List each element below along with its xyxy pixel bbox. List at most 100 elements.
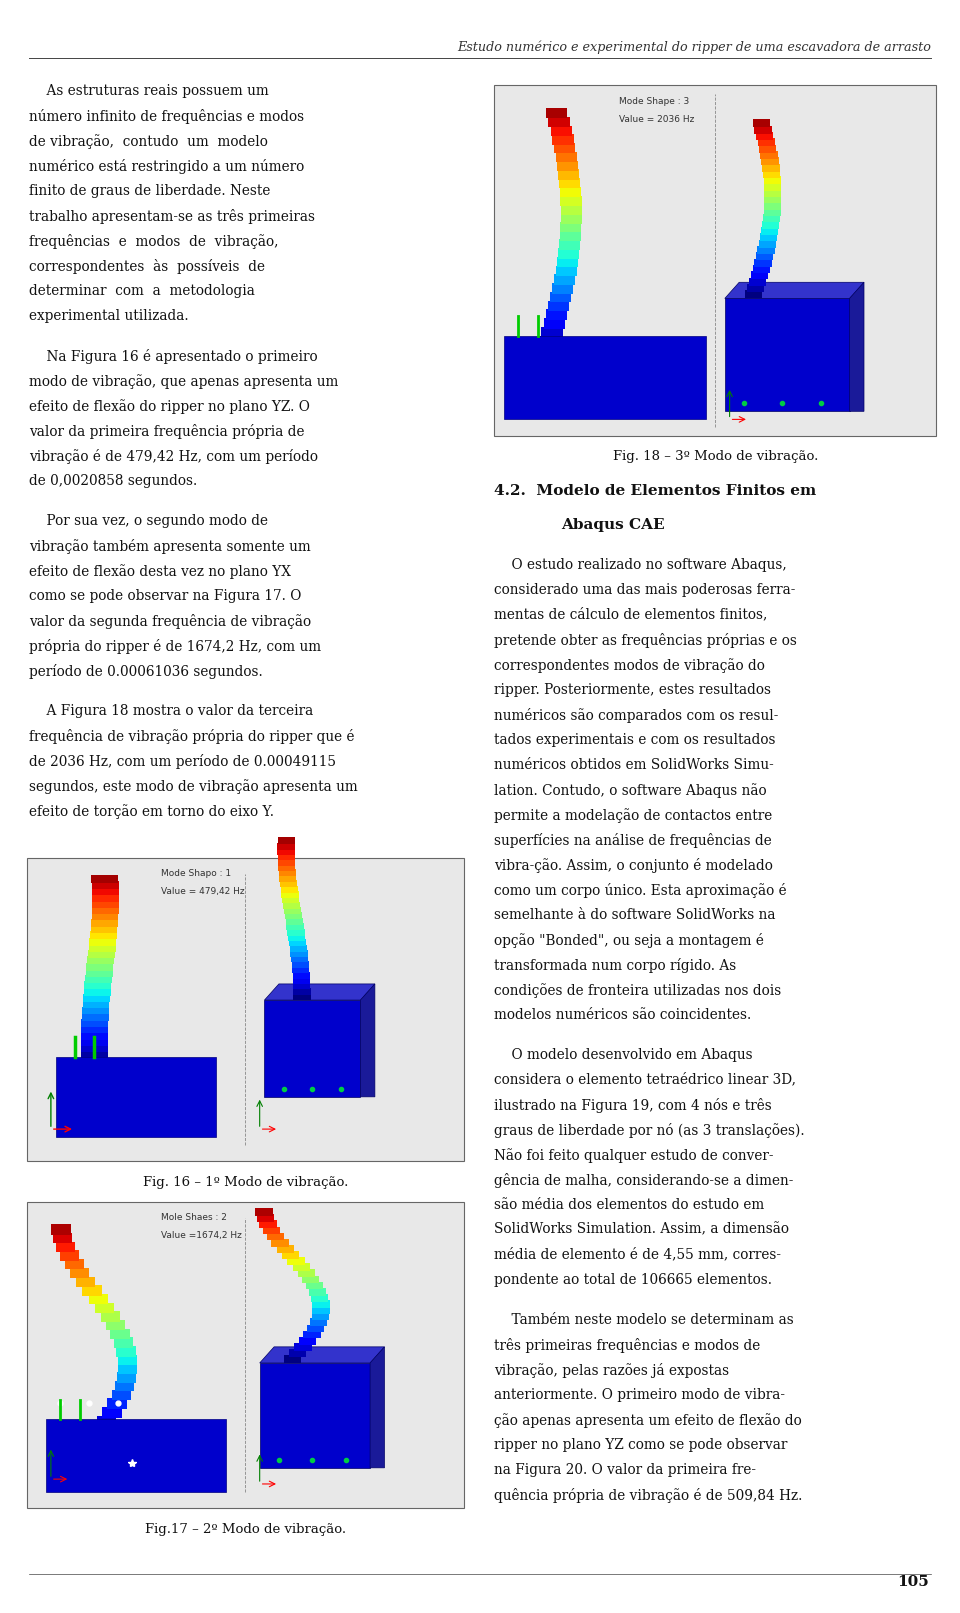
Bar [306, 1282, 324, 1289]
Text: Value =1674,2 Hz: Value =1674,2 Hz [161, 1231, 242, 1240]
Text: modo de vibração, que apenas apresenta um: modo de vibração, que apenas apresenta u… [29, 374, 338, 389]
Text: correspondentes  às  possíveis  de: correspondentes às possíveis de [29, 258, 265, 274]
Bar [763, 176, 780, 184]
Text: O modelo desenvolvido em Abaqus: O modelo desenvolvido em Abaqus [494, 1048, 753, 1061]
Bar [557, 161, 578, 171]
Text: numérico está restringido a um número: numérico está restringido a um número [29, 160, 304, 174]
Bar [95, 1303, 114, 1313]
Bar [292, 966, 309, 973]
Text: O estudo realizado no software Abaqus,: O estudo realizado no software Abaqus, [494, 558, 787, 571]
Text: Fig. 18 – 3º Modo de vibração.: Fig. 18 – 3º Modo de vibração. [612, 450, 818, 463]
Bar [560, 177, 581, 189]
Bar [751, 271, 768, 279]
Bar [312, 1300, 329, 1308]
Bar [277, 837, 295, 844]
Bar [92, 900, 119, 908]
Bar [91, 1424, 110, 1436]
Text: efeito de flexão do ripper no plano YZ. O: efeito de flexão do ripper no plano YZ. … [29, 398, 310, 415]
Bar [115, 1381, 134, 1392]
Bar [88, 950, 115, 958]
Text: condições de fronteira utilizadas nos dois: condições de fronteira utilizadas nos do… [494, 982, 781, 997]
Bar [560, 187, 581, 197]
Bar [548, 300, 569, 311]
Text: Não foi feito qualquer estudo de conver-: Não foi feito qualquer estudo de conver- [494, 1148, 774, 1163]
Text: experimental utilizada.: experimental utilizada. [29, 308, 188, 323]
Bar [312, 1307, 329, 1315]
Text: Fig. 16 – 1º Modo de vibração.: Fig. 16 – 1º Modo de vibração. [143, 1176, 348, 1189]
Bar [111, 1390, 131, 1400]
Bar [255, 1208, 273, 1216]
Text: pondente ao total de 106665 elementos.: pondente ao total de 106665 elementos. [494, 1273, 773, 1287]
Bar [287, 1257, 304, 1265]
Text: As estruturas reais possuem um: As estruturas reais possuem um [29, 84, 269, 98]
Bar [543, 318, 564, 329]
Bar [760, 234, 778, 242]
Text: Também neste modelo se determinam as: Também neste modelo se determinam as [494, 1313, 794, 1327]
Text: vibração é de 479,42 Hz, com um período: vibração é de 479,42 Hz, com um período [29, 448, 318, 465]
Bar [81, 1044, 108, 1052]
Bar [88, 1294, 108, 1305]
Text: lation. Contudo, o software Abaqus não: lation. Contudo, o software Abaqus não [494, 782, 767, 797]
Text: de 0,0020858 segundos.: de 0,0020858 segundos. [29, 474, 197, 487]
Text: transformada num corpo rígido. As: transformada num corpo rígido. As [494, 958, 736, 973]
Bar [557, 256, 578, 268]
Bar [749, 277, 766, 286]
Text: ripper. Posteriormente, estes resultados: ripper. Posteriormente, estes resultados [494, 682, 772, 697]
Bar [561, 213, 582, 224]
Bar [284, 1355, 301, 1363]
Text: considerado uma das mais poderosas ferra-: considerado uma das mais poderosas ferra… [494, 582, 796, 597]
Bar [757, 247, 775, 255]
Bar [84, 1434, 104, 1444]
Text: como se pode observar na Figura 17. O: como se pode observar na Figura 17. O [29, 589, 301, 603]
Bar [83, 1000, 109, 1008]
Bar [64, 1260, 84, 1269]
Bar [277, 848, 295, 855]
Bar [294, 994, 311, 1000]
Bar [757, 139, 775, 147]
Text: determinar  com  a  metodologia: determinar com a metodologia [29, 284, 254, 298]
Bar [540, 336, 561, 347]
Text: efeito de torção em torno do eixo Y.: efeito de torção em torno do eixo Y. [29, 803, 274, 819]
Bar [286, 918, 303, 924]
Bar [277, 853, 295, 860]
Text: frequências  e  modos  de  vibração,: frequências e modos de vibração, [29, 234, 278, 248]
Bar [118, 1363, 137, 1374]
Bar [303, 1331, 321, 1339]
Bar [286, 923, 303, 931]
Bar [764, 195, 781, 203]
Bar [541, 327, 563, 337]
Bar [46, 1419, 227, 1492]
Bar [554, 144, 575, 153]
Text: vibração, pelas razões já expostas: vibração, pelas razões já expostas [494, 1363, 730, 1378]
Text: três primeiras frequências e modos de: três primeiras frequências e modos de [494, 1337, 760, 1353]
Bar [263, 1226, 280, 1234]
Polygon shape [265, 984, 375, 1000]
Bar [90, 926, 117, 932]
Bar [84, 981, 111, 989]
Polygon shape [725, 282, 864, 298]
Bar [558, 248, 579, 258]
Bar [91, 874, 118, 882]
Bar [293, 977, 310, 984]
Bar [282, 1252, 300, 1258]
Bar [282, 897, 300, 903]
Text: período de 0.00061036 segundos.: período de 0.00061036 segundos. [29, 665, 262, 679]
Bar [559, 169, 580, 179]
Bar [554, 274, 575, 286]
Bar [763, 169, 780, 177]
Text: são média dos elementos do estudo em: são média dos elementos do estudo em [494, 1198, 765, 1211]
Bar [118, 1355, 137, 1365]
Bar [755, 126, 772, 134]
Bar [114, 1337, 133, 1348]
Bar [550, 126, 571, 135]
Bar [53, 1232, 72, 1244]
Bar [280, 881, 298, 887]
Bar [561, 223, 582, 232]
Bar [756, 253, 773, 260]
Bar [764, 189, 781, 197]
Text: de 2036 Hz, com um período de 0.00049115: de 2036 Hz, com um período de 0.00049115 [29, 753, 336, 769]
Bar [755, 258, 772, 266]
Bar [561, 205, 582, 215]
Bar [725, 298, 850, 411]
Text: tados experimentais e com os resultados: tados experimentais e com os resultados [494, 732, 776, 747]
